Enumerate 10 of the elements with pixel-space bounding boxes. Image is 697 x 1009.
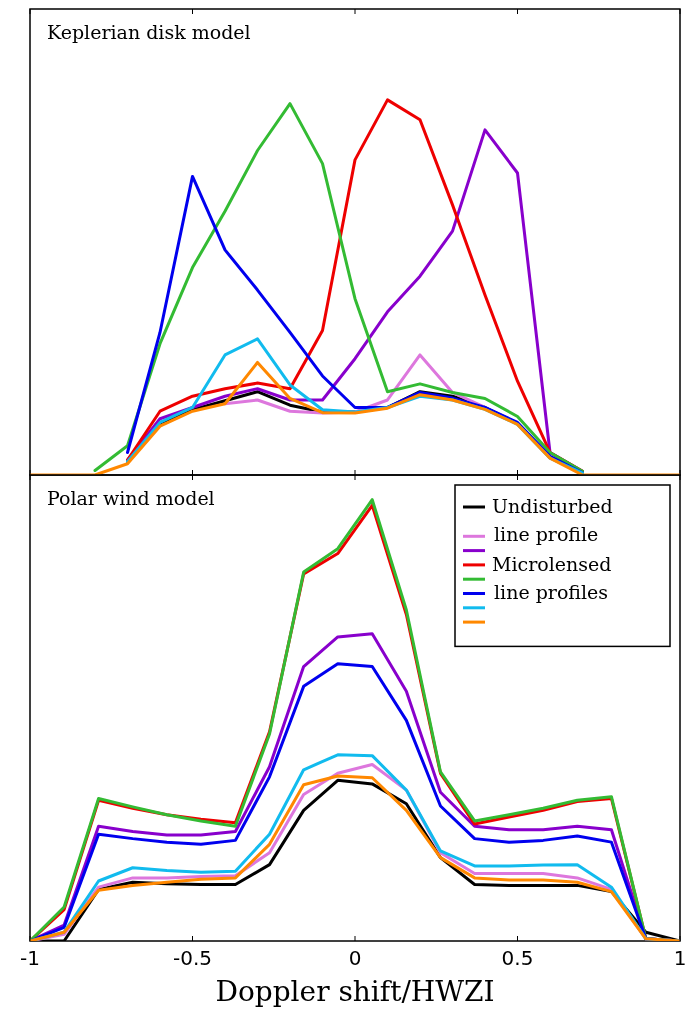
x-tick-label: -1 [20,946,40,970]
x-tick-label: 0 [348,946,362,970]
x-axis-title: Doppler shift/HWZI [215,975,495,1008]
legend-label: Microlensed line profiles [492,552,612,603]
x-tick-label: 1 [673,946,687,970]
legend-label: Undisturbed line profile [492,495,613,545]
x-tick-label: 0.5 [501,946,534,970]
chart-title: Polar wind model [47,487,215,509]
chart-title: Keplerian disk model [47,21,251,43]
x-tick-label: -0.5 [172,946,213,970]
